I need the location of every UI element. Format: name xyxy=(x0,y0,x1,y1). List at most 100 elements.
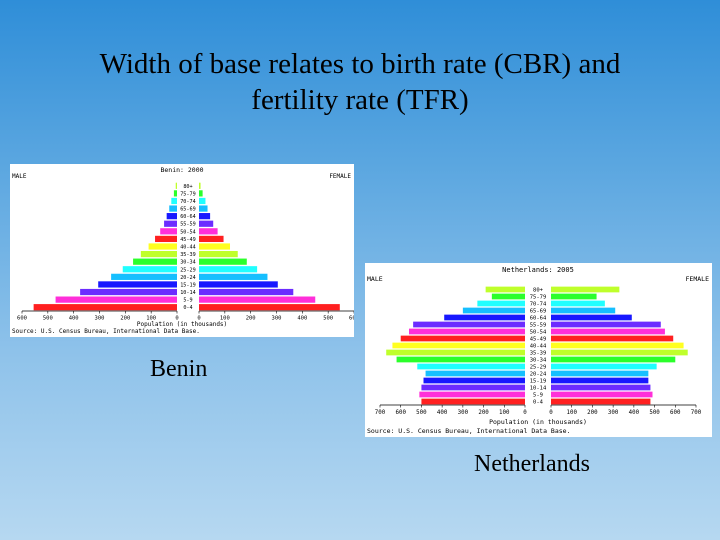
netherlands-male-bar-15-19 xyxy=(423,377,525,384)
netherlands-female-bar-75-79 xyxy=(551,293,597,300)
netherlands-x-tick-label-0: 700 xyxy=(375,410,386,416)
netherlands-x-tick-label-9: 100 xyxy=(566,410,577,416)
netherlands-age-label-50-54: 50-54 xyxy=(530,330,547,336)
netherlands-male-bar-50-54 xyxy=(409,328,525,335)
netherlands-age-label-25-29: 25-29 xyxy=(530,365,547,371)
benin-x-tick-label-5: 100 xyxy=(146,316,156,322)
netherlands-age-label-80+: 80+ xyxy=(533,288,544,294)
benin-age-label-60-64: 60-64 xyxy=(180,214,196,220)
netherlands-x-tick-label-12: 400 xyxy=(629,410,640,416)
netherlands-male-bar-30-34 xyxy=(396,356,525,363)
netherlands-female-bar-35-39 xyxy=(551,349,688,356)
benin-source-note: Source: U.S. Census Bureau, Internationa… xyxy=(12,328,200,335)
benin-chart-title: Benin: 2000 xyxy=(160,166,203,174)
benin-x-tick-label-13: 600 xyxy=(349,316,354,322)
benin-x-tick-label-12: 500 xyxy=(323,316,333,322)
netherlands-male-bar-60-64 xyxy=(444,314,525,321)
benin-age-label-55-59: 55-59 xyxy=(180,222,196,228)
netherlands-female-bar-0-4 xyxy=(551,398,651,405)
netherlands-male-bar-5-9 xyxy=(419,391,525,398)
netherlands-x-tick-label-15: 700 xyxy=(691,410,702,416)
benin-male-bar-45-49 xyxy=(155,235,177,243)
netherlands-male-bar-55-59 xyxy=(413,321,525,328)
benin-x-tick-label-9: 200 xyxy=(246,316,256,322)
benin-x-tick-label-11: 400 xyxy=(297,316,307,322)
benin-x-axis-label: Population (in thousands) xyxy=(137,321,227,328)
netherlands-x-tick-label-13: 500 xyxy=(649,410,660,416)
netherlands-female-bar-70-74 xyxy=(551,300,605,307)
benin-male-bar-50-54 xyxy=(160,228,177,235)
netherlands-female-bar-30-34 xyxy=(551,356,676,363)
netherlands-age-label-30-34: 30-34 xyxy=(530,358,547,364)
benin-male-bar-65-69 xyxy=(169,205,177,212)
netherlands-male-bar-80+ xyxy=(485,286,525,293)
netherlands-female-bar-10-14 xyxy=(551,384,651,391)
benin-age-label-65-69: 65-69 xyxy=(180,207,196,213)
netherlands-male-bar-25-29 xyxy=(417,363,525,370)
benin-male-bar-75-79 xyxy=(173,190,177,197)
netherlands-female-label: FEMALE xyxy=(686,275,710,283)
benin-age-label-35-39: 35-39 xyxy=(180,252,196,258)
benin-female-bar-40-44 xyxy=(199,243,230,250)
netherlands-female-bar-20-24 xyxy=(551,370,649,377)
benin-female-bar-15-19 xyxy=(199,281,278,288)
netherlands-age-label-0-4: 0-4 xyxy=(533,400,544,406)
netherlands-age-label-75-79: 75-79 xyxy=(530,295,547,301)
benin-x-tick-label-10: 300 xyxy=(272,316,282,322)
netherlands-age-label-45-49: 45-49 xyxy=(530,337,547,343)
netherlands-x-tick-label-6: 100 xyxy=(499,410,510,416)
netherlands-female-bar-40-44 xyxy=(551,342,684,349)
benin-x-tick-label-4: 200 xyxy=(120,316,130,322)
netherlands-female-bar-60-64 xyxy=(551,314,632,321)
benin-female-bar-45-49 xyxy=(199,235,224,243)
benin-male-bar-15-19 xyxy=(98,281,177,288)
netherlands-male-bar-45-49 xyxy=(400,335,525,342)
benin-male-bar-80+ xyxy=(175,182,177,189)
benin-female-bar-30-34 xyxy=(199,258,247,265)
netherlands-age-label-55-59: 55-59 xyxy=(530,323,547,329)
slide-title: Width of base relates to birth rate (CBR… xyxy=(40,46,680,118)
benin-x-tick-label-0: 600 xyxy=(17,316,27,322)
benin-female-bar-50-54 xyxy=(199,228,218,235)
netherlands-age-label-70-74: 70-74 xyxy=(530,302,547,308)
netherlands-x-axis-label: Population (in thousands) xyxy=(489,418,587,426)
benin-age-label-10-14: 10-14 xyxy=(180,290,196,296)
netherlands-x-tick-label-3: 400 xyxy=(437,410,448,416)
benin-age-label-50-54: 50-54 xyxy=(180,229,196,235)
benin-age-label-45-49: 45-49 xyxy=(180,237,196,243)
benin-male-bar-25-29 xyxy=(122,266,177,273)
benin-age-label-70-74: 70-74 xyxy=(180,199,196,205)
benin-male-bar-35-39 xyxy=(140,250,177,258)
netherlands-age-label-35-39: 35-39 xyxy=(530,351,547,357)
benin-age-label-0-4: 0-4 xyxy=(183,305,192,311)
netherlands-male-label: MALE xyxy=(367,275,383,283)
benin-x-tick-label-7: 0 xyxy=(197,316,200,322)
benin-age-label-75-79: 75-79 xyxy=(180,191,196,197)
slide-title-line-2: fertility rate (TFR) xyxy=(251,84,469,116)
netherlands-female-bar-50-54 xyxy=(551,328,665,335)
slide-title-line-1: Width of base relates to birth rate (CBR… xyxy=(99,48,621,80)
benin-female-bar-0-4 xyxy=(199,304,340,311)
netherlands-female-bar-55-59 xyxy=(551,321,661,328)
netherlands-male-bar-40-44 xyxy=(392,342,525,349)
netherlands-male-bar-75-79 xyxy=(491,293,525,300)
netherlands-caption: Netherlands xyxy=(474,451,590,477)
benin-age-label-20-24: 20-24 xyxy=(180,275,196,281)
benin-x-tick-label-2: 400 xyxy=(69,316,79,322)
netherlands-chart-title: Netherlands: 2005 xyxy=(502,266,574,274)
netherlands-female-bar-15-19 xyxy=(551,377,649,384)
benin-male-bar-0-4 xyxy=(33,304,177,311)
netherlands-age-label-65-69: 65-69 xyxy=(530,309,547,315)
benin-pyramid-svg: Benin: 2000 MALE FEMALE Population (in t… xyxy=(12,166,359,335)
netherlands-male-bar-70-74 xyxy=(477,300,525,307)
benin-female-bar-20-24 xyxy=(199,273,268,280)
benin-female-bar-75-79 xyxy=(199,190,203,197)
benin-x-tick-label-3: 300 xyxy=(95,316,105,322)
benin-pyramid-chart: Benin: 2000 MALE FEMALE Population (in t… xyxy=(10,164,359,337)
benin-female-bar-25-29 xyxy=(199,266,258,273)
benin-female-bar-55-59 xyxy=(199,220,214,227)
benin-female-bar-80+ xyxy=(199,182,201,189)
netherlands-x-tick-label-10: 200 xyxy=(587,410,598,416)
benin-age-label-25-29: 25-29 xyxy=(180,267,196,273)
benin-male-bar-30-34 xyxy=(133,258,177,265)
